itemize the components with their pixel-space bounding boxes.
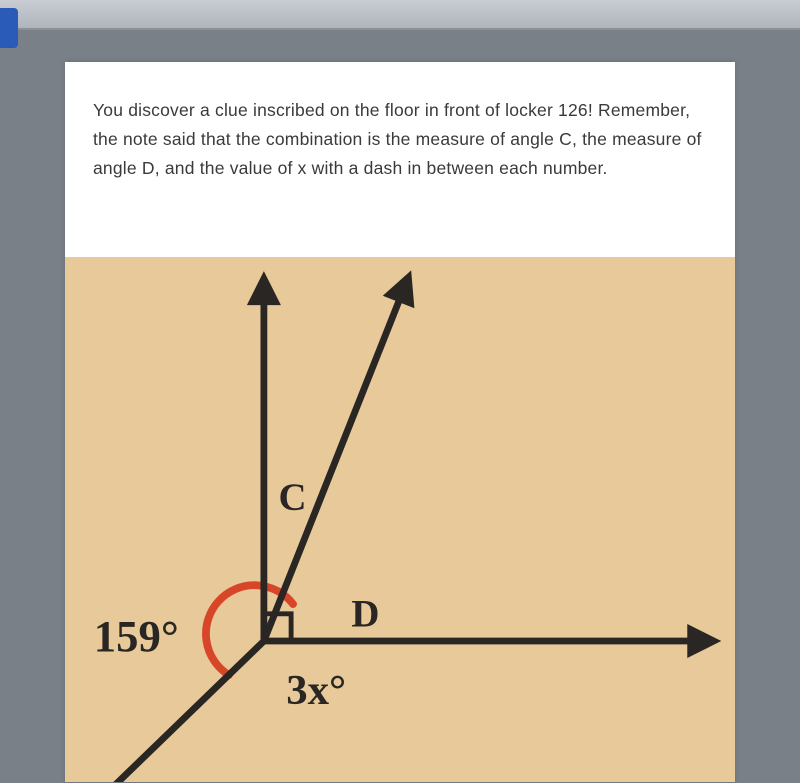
- diagram-svg: 159° C D 3x°: [65, 257, 735, 782]
- problem-text: You discover a clue inscribed on the flo…: [65, 62, 735, 201]
- label-angle-d: D: [351, 592, 379, 635]
- label-angle-159: 159°: [94, 611, 179, 661]
- window-titlebar: [0, 0, 800, 30]
- angle-diagram: 159° C D 3x°: [65, 257, 735, 782]
- ray-diagonal-up: [264, 286, 405, 641]
- problem-card: You discover a clue inscribed on the flo…: [65, 62, 735, 782]
- label-3x-expr: 3x°: [286, 667, 346, 714]
- ray-down-left: [113, 641, 264, 782]
- label-angle-c: C: [278, 476, 306, 519]
- browser-tab-edge: [0, 8, 18, 48]
